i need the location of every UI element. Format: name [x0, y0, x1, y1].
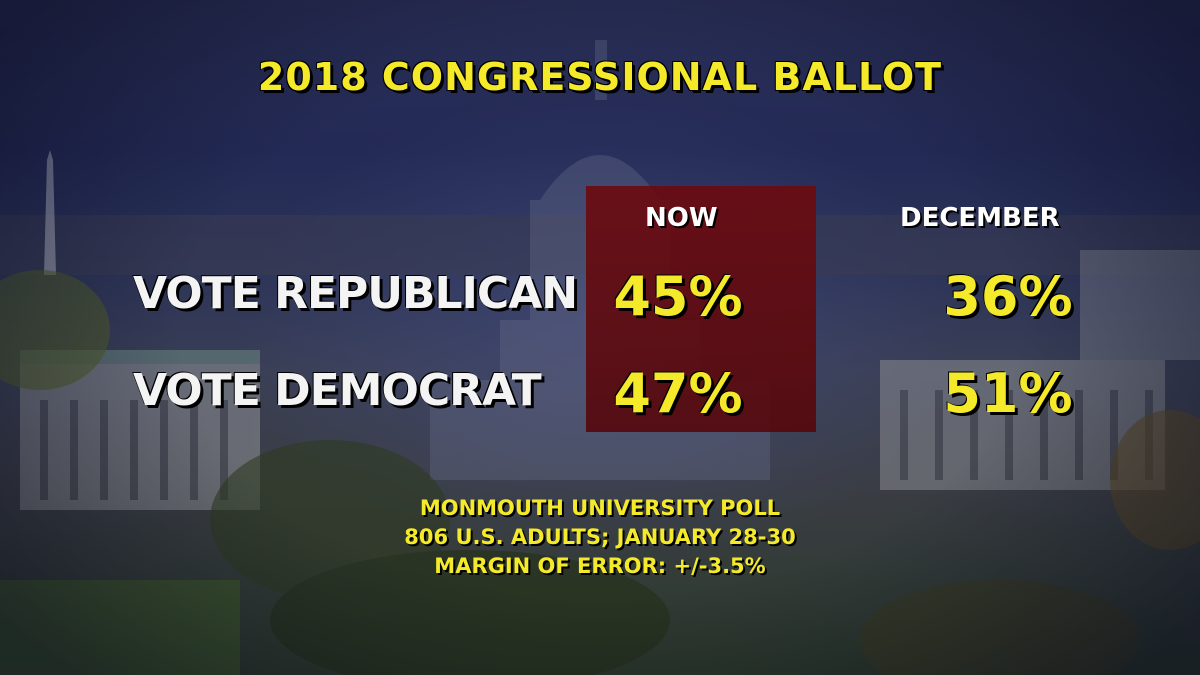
source-line-3: MARGIN OF ERROR: +/-3.5% [434, 554, 766, 578]
value-republican-december: 36% [943, 265, 1073, 328]
column-header-december: DECEMBER [900, 203, 1060, 233]
chart-title: 2018 CONGRESSIONAL BALLOT [257, 55, 943, 99]
source-line-1: MONMOUTH UNIVERSITY POLL [419, 496, 781, 520]
value-republican-now: 45% [613, 265, 743, 328]
column-header-now: NOW [645, 203, 718, 233]
row-label-democrat: VOTE DEMOCRAT [133, 365, 542, 416]
row-label-republican: VOTE REPUBLICAN [133, 268, 578, 319]
value-democrat-now: 47% [613, 362, 743, 425]
source-line-2: 806 U.S. ADULTS; JANUARY 28-30 [404, 525, 796, 549]
value-democrat-december: 51% [943, 362, 1073, 425]
now-column-highlight [586, 186, 816, 432]
